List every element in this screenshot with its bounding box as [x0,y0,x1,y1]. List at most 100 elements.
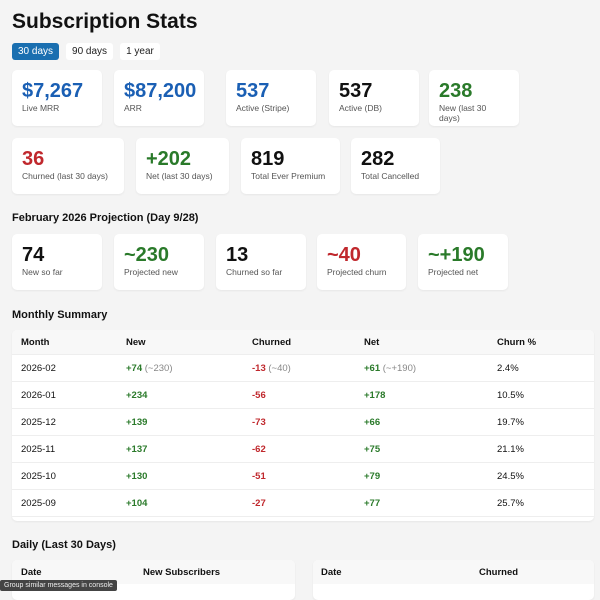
column-header: Churned [252,336,292,348]
table-row: 2026-02 +74 (~230) -13 (~40) +61 (~+190)… [12,354,594,381]
stat-value: 13 [226,244,249,266]
net-cell: +66 [364,416,381,428]
stat-card: 13 Churned so far [216,234,306,290]
stat-card: $7,267 Live MRR [12,70,102,126]
projection-heading: February 2026 Projection (Day 9/28) [12,212,199,224]
churn-pct-cell: 25.7% [497,497,524,509]
churned-cell: -51 [252,470,266,482]
stat-label: New so far [22,267,63,277]
stat-card: ~230 Projected new [114,234,204,290]
stat-label: Live MRR [22,103,60,113]
net-cell: +77 [364,497,381,509]
projected-value: (~+190) [382,362,417,374]
tab-90-days[interactable]: 90 days [66,43,114,60]
table-row: 2026-01 +234 -56 +178 10.5% [12,381,594,408]
stat-label: ARR [124,103,142,113]
month-cell: 2026-01 [21,389,56,401]
net-cell: +75 [364,443,381,455]
column-header: Churn % [497,336,537,348]
stat-value: +202 [146,148,192,170]
column-header: Net [364,336,380,348]
stat-label: Churned (last 30 days) [22,171,108,181]
stat-card: 74 New so far [12,234,102,290]
tab-30-days[interactable]: 30 days [12,43,60,60]
table-row: 2025-09 +104 -27 +77 25.7% [12,489,594,516]
new-cell: +74 [126,362,143,374]
stat-label: Total Ever Premium [251,171,326,181]
stat-card: 238 New (last 30 days) [429,70,519,126]
projected-value: (~230) [144,362,173,374]
net-cell: +79 [364,470,381,482]
stat-card: $87,200 ARR [114,70,204,126]
stat-label: Total Cancelled [361,171,420,181]
table-row: 2025-11 +137 -62 +75 21.1% [12,435,594,462]
col-date: Date [321,566,342,578]
new-cell: +130 [126,470,148,482]
stat-value: ~230 [124,244,170,266]
stat-label: Projected net [428,267,479,277]
projected-value: (~40) [268,362,291,374]
stat-value: 74 [22,244,45,266]
stat-card: 819 Total Ever Premium [241,138,340,194]
column-header: New [126,336,146,348]
col-date: Date [21,566,42,578]
stat-label: New (last 30 days) [439,103,487,123]
daily-heading: Daily (Last 30 Days) [12,539,116,551]
new-cell: +104 [126,497,148,509]
month-cell: 2025-11 [21,443,56,455]
stat-label: Projected new [124,267,178,277]
stat-label: Net (last 30 days) [146,171,213,181]
table-header: Month New Churned Net Churn % [12,330,594,354]
new-cell: +139 [126,416,148,428]
stat-value: 36 [22,148,45,170]
churned-cell: -13 [252,362,266,374]
stat-value: 537 [236,80,270,102]
range-tabs: 30 days 90 days 1 year [12,43,160,60]
new-cell: +137 [126,443,148,455]
monthly-summary-table: Month New Churned Net Churn % 2026-02 +74 (~… [12,330,594,521]
console-tooltip: Group similar messages in console [0,580,117,591]
daily-churn-table: Date Churned [313,560,594,600]
stat-value: $7,267 [22,80,84,102]
tab-1-year[interactable]: 1 year [120,43,160,60]
stat-card: 537 Active (DB) [329,70,419,126]
stat-value: 537 [339,80,373,102]
churned-cell: -62 [252,443,266,455]
stat-value: 819 [251,148,285,170]
stat-value: ~+190 [428,244,485,266]
new-cell: +234 [126,389,148,401]
stat-value: 282 [361,148,395,170]
churn-pct-cell: 10.5% [497,389,524,401]
stat-card: ~+190 Projected net [418,234,508,290]
stat-card: 36 Churned (last 30 days) [12,138,124,194]
churned-cell: -27 [252,497,266,509]
month-cell: 2025-09 [21,497,56,509]
stat-label: Churned so far [226,267,283,277]
churned-cell: -56 [252,389,266,401]
stat-card: +202 Net (last 30 days) [136,138,229,194]
month-cell: 2025-10 [21,470,56,482]
stat-label: Active (DB) [339,103,382,113]
churned-cell: -73 [252,416,266,428]
stat-card: ~40 Projected churn [317,234,406,290]
stat-label: Active (Stripe) [236,103,290,113]
stat-value: $87,200 [124,80,197,102]
churn-pct-cell: 24.5% [497,470,524,482]
month-cell: 2025-12 [21,416,56,428]
stat-value: ~40 [327,244,361,266]
net-cell: +61 [364,362,381,374]
churn-pct-cell: 19.7% [497,416,524,428]
churn-pct-cell: 21.1% [497,443,524,455]
page-title: Subscription Stats [12,10,198,33]
table-row: 2025-08 +1 -0 +1 0.0% [12,516,594,521]
churn-pct-cell: 2.4% [497,362,519,374]
stat-label: Projected churn [327,267,387,277]
table-row: 2025-12 +139 -73 +66 19.7% [12,408,594,435]
monthly-heading: Monthly Summary [12,309,108,321]
col-new-subscribers: New Subscribers [143,566,221,578]
net-cell: +178 [364,389,386,401]
table-row: 2025-10 +130 -51 +79 24.5% [12,462,594,489]
month-cell: 2026-02 [21,362,56,374]
stat-value: 238 [439,80,473,102]
stat-card: 282 Total Cancelled [351,138,440,194]
